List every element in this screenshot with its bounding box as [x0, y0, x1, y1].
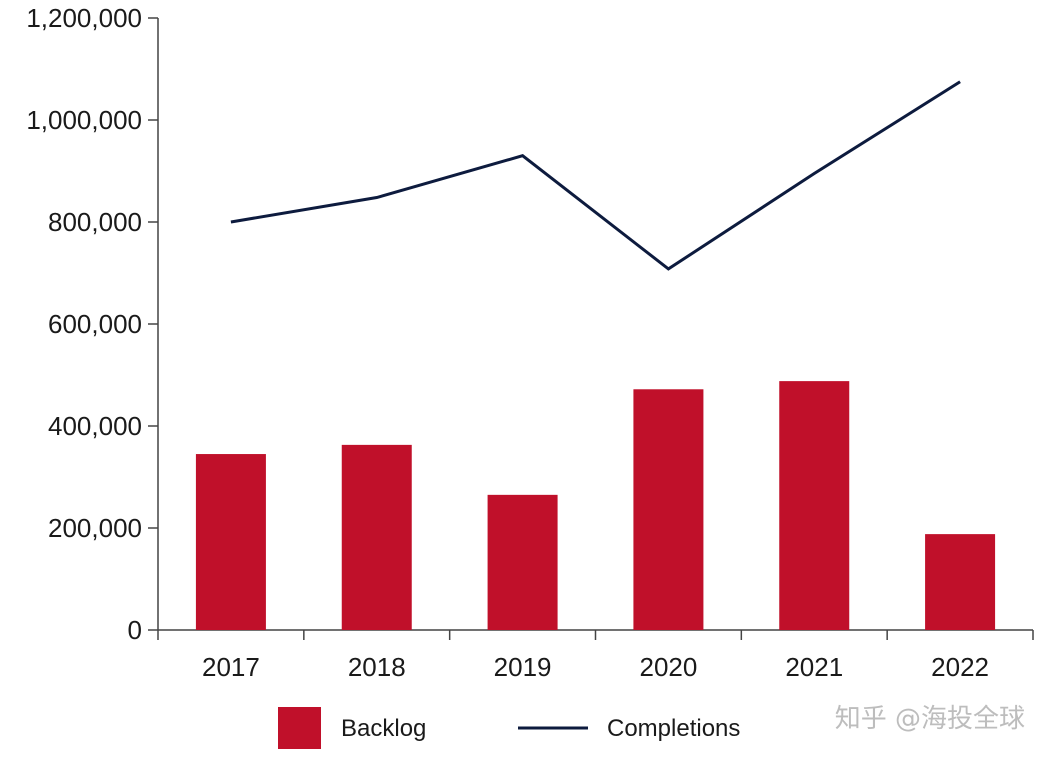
x-tick-label: 2018: [348, 652, 406, 682]
y-tick-label: 800,000: [48, 207, 142, 237]
backlog-bar: [779, 381, 850, 630]
backlog-bars: [195, 381, 996, 630]
y-tick-label: 1,200,000: [26, 3, 142, 33]
legend: Backlog Completions: [278, 707, 740, 749]
x-tick-label: 2017: [202, 652, 260, 682]
y-tick-label: 600,000: [48, 309, 142, 339]
x-axis: 2017 2018 2019 2020 2021 2022: [157, 629, 1034, 682]
legend-label-backlog: Backlog: [341, 715, 426, 742]
y-tick-label: 400,000: [48, 411, 142, 441]
x-tick-label: 2020: [639, 652, 697, 682]
completions-line: [230, 80, 961, 271]
completions-line-group: [230, 80, 961, 271]
backlog-bar: [341, 444, 412, 630]
y-tick-label: 1,000,000: [26, 105, 142, 135]
watermark-text: 知乎 @海投全球: [835, 704, 1025, 734]
backlog-bar: [487, 494, 558, 630]
x-tick-label: 2022: [931, 652, 989, 682]
backlog-bar: [195, 454, 266, 630]
y-axis: 0 200,000 400,000 600,000 800,000 1,000,000 1,…: [26, 3, 159, 645]
legend-swatch-backlog: [278, 707, 321, 749]
x-tick-label: 2019: [494, 652, 552, 682]
y-tick-label: 0: [128, 615, 142, 645]
backlog-bar: [925, 534, 996, 630]
backlog-bar: [633, 389, 704, 630]
legend-label-completions: Completions: [607, 715, 740, 742]
x-tick-label: 2021: [785, 652, 843, 682]
y-tick-label: 200,000: [48, 513, 142, 543]
